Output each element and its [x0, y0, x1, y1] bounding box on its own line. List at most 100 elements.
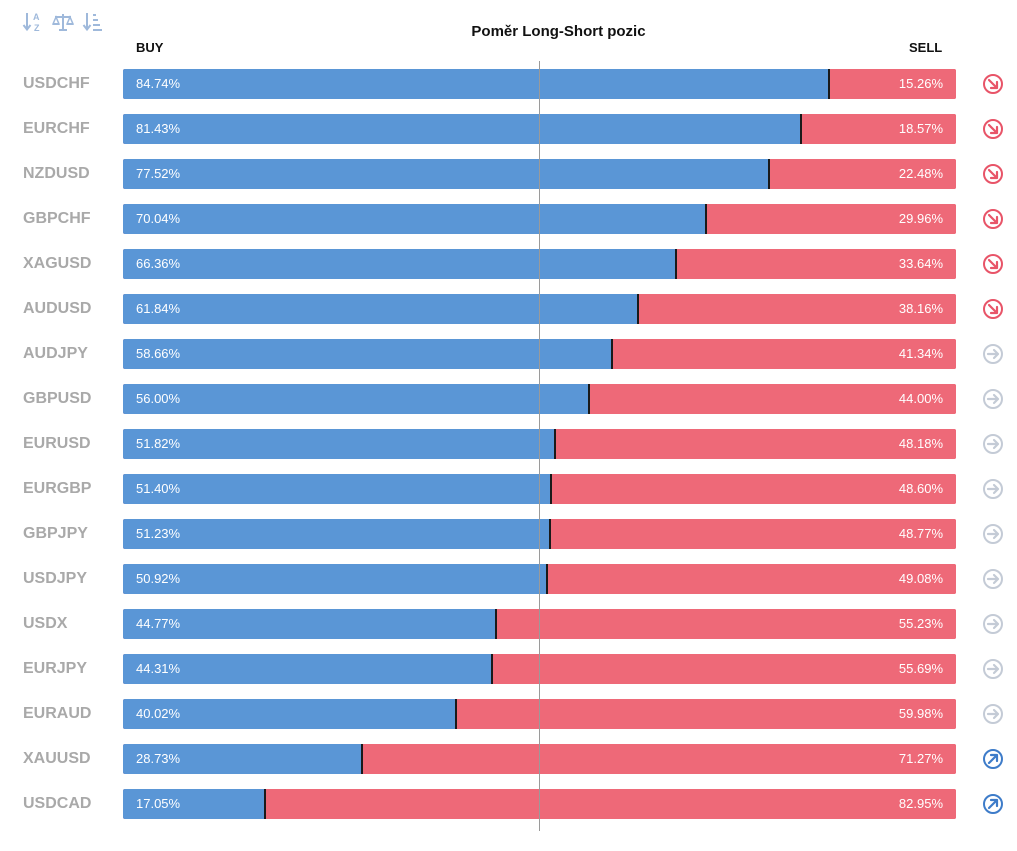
- ratio-divider: [550, 474, 552, 504]
- symbol-label[interactable]: EURCHF: [23, 120, 90, 137]
- trend-down-icon[interactable]: [982, 253, 1004, 275]
- ratio-divider: [705, 204, 707, 234]
- sell-bar-segment: [555, 429, 956, 459]
- ratio-divider: [611, 339, 613, 369]
- sell-bar-segment: [612, 339, 956, 369]
- ratio-row: XAGUSD 66.36% 33.64%: [0, 249, 1017, 279]
- buy-percent: 40.02%: [136, 706, 181, 721]
- sell-bar-segment: [801, 114, 956, 144]
- trend-down-icon[interactable]: [982, 298, 1004, 320]
- buy-percent: 61.84%: [136, 301, 181, 316]
- trend-down-icon[interactable]: [982, 208, 1004, 230]
- buy-percent: 28.73%: [136, 751, 181, 766]
- buy-bar-segment: [123, 654, 492, 684]
- symbol-label[interactable]: EURUSD: [23, 435, 91, 452]
- sell-percent: 38.16%: [898, 301, 943, 316]
- buy-bar-segment: [123, 114, 801, 144]
- ratio-bar: 44.77% 55.23%: [123, 609, 956, 639]
- ratio-row: AUDJPY 58.66% 41.34%: [0, 339, 1017, 369]
- trend-up-icon[interactable]: [982, 793, 1004, 815]
- buy-bar-segment: [123, 609, 496, 639]
- sell-percent: 22.48%: [898, 166, 943, 181]
- ratio-row: USDJPY 50.92% 49.08%: [0, 564, 1017, 594]
- sort-amount-icon[interactable]: [82, 10, 104, 34]
- sell-percent: 29.96%: [898, 211, 943, 226]
- buy-percent: 44.77%: [136, 616, 181, 631]
- trend-up-icon[interactable]: [982, 748, 1004, 770]
- trend-neutral-icon[interactable]: [982, 703, 1004, 725]
- ratio-row: NZDUSD 77.52% 22.48%: [0, 159, 1017, 189]
- ratio-divider: [491, 654, 493, 684]
- symbol-label[interactable]: XAGUSD: [23, 255, 92, 272]
- buy-percent: 81.43%: [136, 121, 181, 136]
- sell-bar-segment: [829, 69, 956, 99]
- sell-percent: 48.18%: [898, 436, 943, 451]
- symbol-label[interactable]: GBPCHF: [23, 210, 91, 227]
- svg-text:A: A: [33, 12, 40, 22]
- ratio-row: GBPJPY 51.23% 48.77%: [0, 519, 1017, 549]
- trend-neutral-icon[interactable]: [982, 343, 1004, 365]
- trend-neutral-icon[interactable]: [982, 523, 1004, 545]
- symbol-label[interactable]: AUDJPY: [23, 345, 88, 362]
- ratio-divider: [495, 609, 497, 639]
- trend-neutral-icon[interactable]: [982, 568, 1004, 590]
- ratio-bar: 84.74% 15.26%: [123, 69, 956, 99]
- symbol-label[interactable]: XAUUSD: [23, 750, 91, 767]
- ratio-divider: [768, 159, 770, 189]
- symbol-label[interactable]: EURJPY: [23, 660, 88, 677]
- trend-neutral-icon[interactable]: [982, 388, 1004, 410]
- ratio-divider: [554, 429, 556, 459]
- trend-neutral-icon[interactable]: [982, 658, 1004, 680]
- buy-percent: 51.40%: [136, 481, 181, 496]
- sort-alpha-icon[interactable]: A Z: [22, 10, 44, 34]
- symbol-label[interactable]: EURGBP: [23, 480, 92, 497]
- symbol-label[interactable]: GBPUSD: [23, 390, 92, 407]
- trend-neutral-icon[interactable]: [982, 613, 1004, 635]
- buy-percent: 56.00%: [136, 391, 181, 406]
- buy-column-label: BUY: [136, 40, 164, 55]
- ratio-row: EURGBP 51.40% 48.60%: [0, 474, 1017, 504]
- buy-bar-segment: [123, 519, 550, 549]
- ratio-divider: [264, 789, 266, 819]
- sell-percent: 82.95%: [898, 796, 943, 811]
- ratio-row: EURUSD 51.82% 48.18%: [0, 429, 1017, 459]
- symbol-label[interactable]: USDCHF: [23, 75, 90, 92]
- symbol-label[interactable]: USDX: [23, 615, 68, 632]
- balance-scale-icon[interactable]: [52, 10, 74, 34]
- sell-percent: 55.69%: [898, 661, 943, 676]
- buy-bar-segment: [123, 339, 612, 369]
- buy-bar-segment: [123, 69, 829, 99]
- buy-bar-segment: [123, 249, 676, 279]
- ratio-row: USDCAD 17.05% 82.95%: [0, 789, 1017, 819]
- ratio-divider: [546, 564, 548, 594]
- sell-percent: 55.23%: [898, 616, 943, 631]
- trend-down-icon[interactable]: [982, 73, 1004, 95]
- buy-percent: 51.82%: [136, 436, 181, 451]
- sell-bar-segment: [265, 789, 956, 819]
- sell-column-label: SELL: [909, 40, 943, 55]
- trend-neutral-icon[interactable]: [982, 433, 1004, 455]
- symbol-label[interactable]: EURAUD: [23, 705, 92, 722]
- buy-bar-segment: [123, 474, 551, 504]
- buy-bar-segment: [123, 744, 362, 774]
- symbol-label[interactable]: USDCAD: [23, 795, 92, 812]
- symbol-label[interactable]: NZDUSD: [23, 165, 90, 182]
- buy-bar-segment: [123, 564, 547, 594]
- buy-percent: 17.05%: [136, 796, 181, 811]
- sell-bar-segment: [638, 294, 956, 324]
- symbol-label[interactable]: USDJPY: [23, 570, 88, 587]
- buy-bar-segment: [123, 429, 555, 459]
- sell-bar-segment: [706, 204, 956, 234]
- trend-down-icon[interactable]: [982, 163, 1004, 185]
- ratio-row: EURJPY 44.31% 55.69%: [0, 654, 1017, 684]
- buy-percent: 66.36%: [136, 256, 181, 271]
- trend-neutral-icon[interactable]: [982, 478, 1004, 500]
- chart-title: Poměr Long-Short pozic: [471, 23, 646, 40]
- symbol-label[interactable]: AUDUSD: [23, 300, 92, 317]
- ratio-row: GBPCHF 70.04% 29.96%: [0, 204, 1017, 234]
- symbol-label[interactable]: GBPJPY: [23, 525, 88, 542]
- sell-bar-segment: [550, 519, 956, 549]
- trend-down-icon[interactable]: [982, 118, 1004, 140]
- sell-percent: 44.00%: [898, 391, 943, 406]
- buy-percent: 51.23%: [136, 526, 181, 541]
